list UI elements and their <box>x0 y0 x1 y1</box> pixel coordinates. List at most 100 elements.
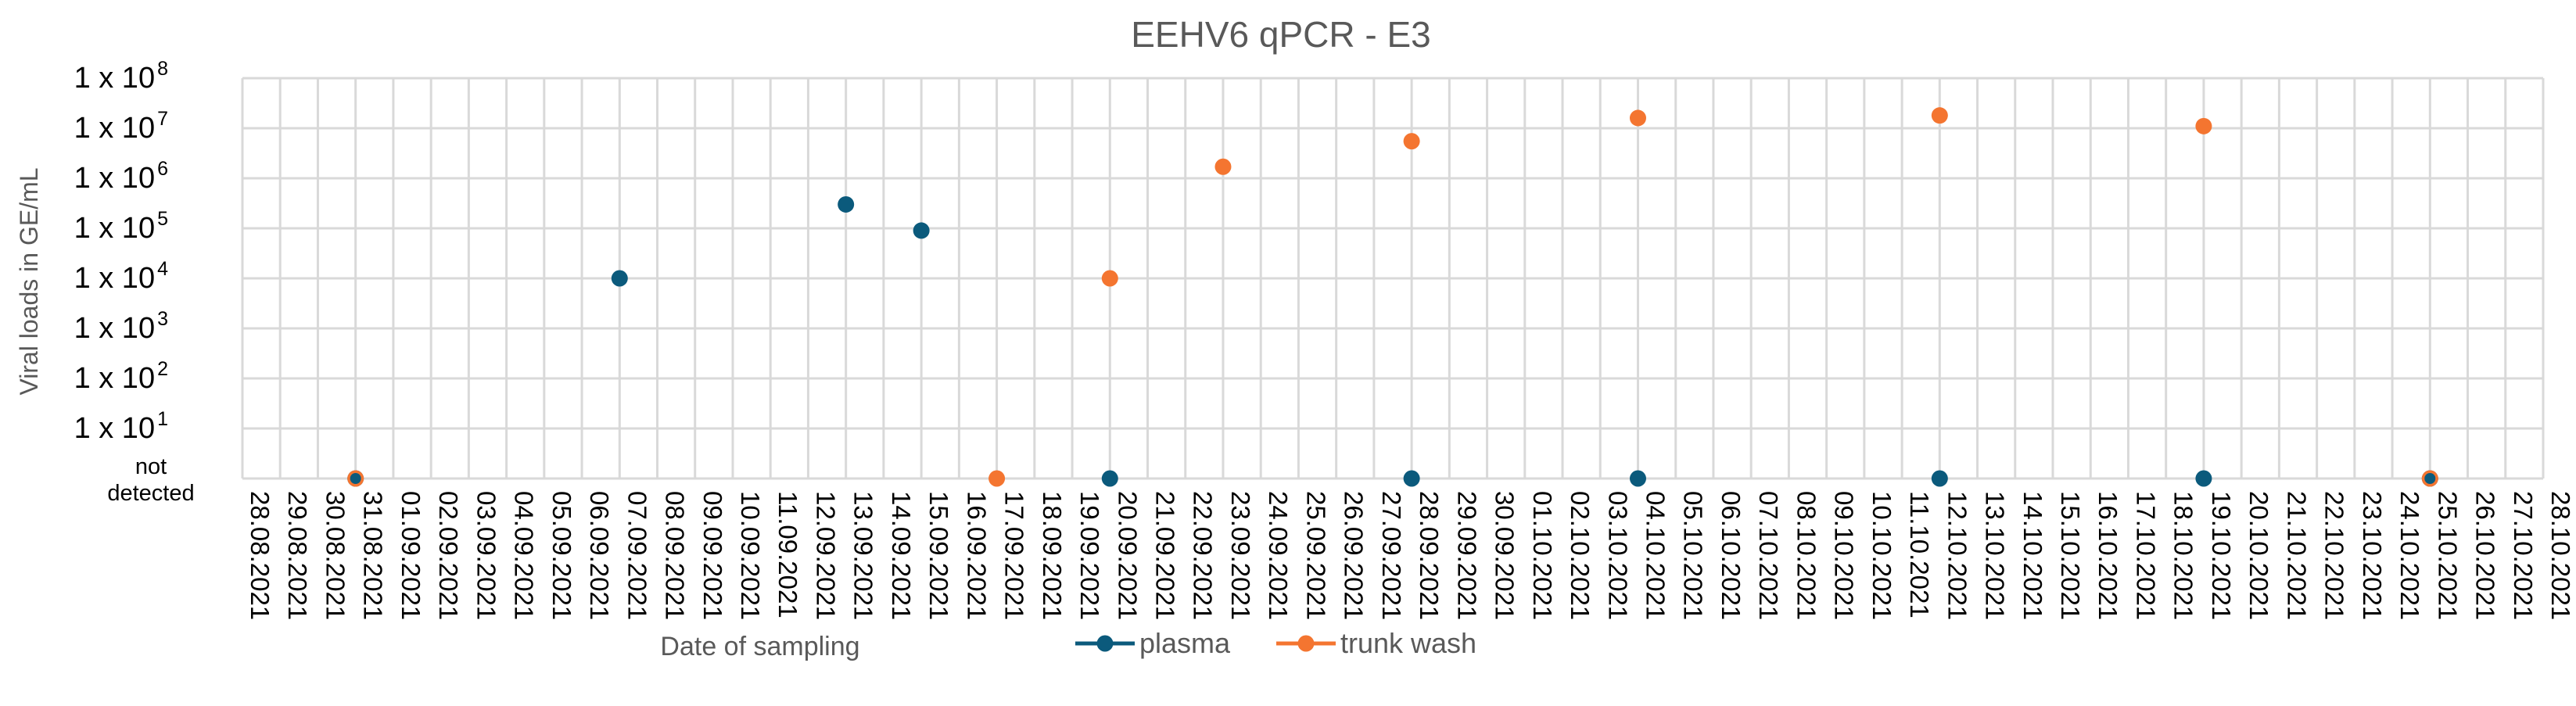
x-axis-label: Date of sampling <box>660 632 859 661</box>
not-detected-label: detected <box>107 481 194 506</box>
x-tick-label: 28.09.2021 <box>1415 491 1444 620</box>
x-tick-label: 17.09.2021 <box>1000 491 1029 620</box>
plasma-point <box>1403 470 1420 487</box>
x-tick-label: 11.09.2021 <box>773 491 802 618</box>
x-tick-label: 29.08.2021 <box>283 491 312 620</box>
x-tick-label: 12.09.2021 <box>811 491 840 620</box>
y-tick-label: 1 x 10 1 <box>74 408 168 445</box>
x-tick-label: 17.10.2021 <box>2131 491 2160 620</box>
x-tick-label: 22.09.2021 <box>1189 491 1218 620</box>
x-tick-label: 30.09.2021 <box>1491 491 1519 620</box>
trunk-wash-point <box>1629 109 1646 127</box>
y-tick-label: 1 x 10 3 <box>74 308 168 345</box>
grid-layer <box>241 77 2545 480</box>
x-tick-label: 26.10.2021 <box>2471 491 2500 620</box>
y-axis: 1 x 10 8 1 x 10 7 1 x 10 6 1 x 10 5 1 x 10 4 1 x 1… <box>74 58 195 506</box>
x-tick-label: 08.10.2021 <box>1792 491 1821 620</box>
x-tick-label: 21.10.2021 <box>2282 491 2311 620</box>
x-tick-label: 28.08.2021 <box>246 491 274 620</box>
trunk-wash-point <box>1403 133 1420 150</box>
trunk-wash-point <box>1214 158 1232 175</box>
trunk-wash-point <box>1101 270 1118 287</box>
x-tick-label: 04.09.2021 <box>510 491 539 620</box>
plasma-point <box>2195 470 2212 487</box>
x-tick-label: 19.09.2021 <box>1075 491 1104 620</box>
x-tick-label: 27.09.2021 <box>1377 491 1406 620</box>
x-tick-label: 13.09.2021 <box>849 491 878 620</box>
x-tick-label: 15.09.2021 <box>924 491 953 620</box>
plasma-point <box>611 270 628 287</box>
x-tick-label: 10.09.2021 <box>736 491 765 620</box>
legend-marker <box>1297 635 1315 652</box>
y-tick-label: 1 x 10 2 <box>74 358 168 395</box>
x-tick-label: 23.09.2021 <box>1226 491 1255 620</box>
x-tick-label: 24.10.2021 <box>2395 491 2424 620</box>
not-detected-label: not <box>135 454 167 479</box>
plasma-point <box>838 195 855 213</box>
plasma-point <box>913 222 930 239</box>
x-tick-label: 02.10.2021 <box>1566 491 1595 620</box>
x-tick-label: 25.09.2021 <box>1301 491 1330 620</box>
x-tick-label: 27.10.2021 <box>2509 491 2538 620</box>
x-tick-label: 28.10.2021 <box>2546 491 2575 620</box>
y-tick-label: 1 x 10 4 <box>74 258 169 295</box>
legend-label: plasma <box>1139 627 1231 659</box>
x-tick-label: 31.08.2021 <box>359 491 388 620</box>
chart-title: EEHV6 qPCR - E3 <box>1131 14 1430 55</box>
plasma-point <box>1101 470 1118 487</box>
x-tick-label: 09.09.2021 <box>698 491 727 620</box>
trunk-wash-point <box>1931 107 1948 124</box>
plasma-point-overlap <box>350 473 361 484</box>
y-tick-label: 1 x 10 7 <box>74 108 168 145</box>
x-tick-label: 11.10.2021 <box>1905 491 1934 618</box>
x-tick-label: 26.09.2021 <box>1340 491 1369 620</box>
x-tick-label: 10.10.2021 <box>1867 491 1896 620</box>
y-axis-label: Viral loads in GE/mL <box>15 167 43 395</box>
x-tick-label: 02.09.2021 <box>434 491 463 620</box>
y-tick-label: 1 x 10 6 <box>74 158 168 195</box>
x-tick-label: 18.09.2021 <box>1038 491 1067 620</box>
x-tick-label: 20.09.2021 <box>1113 491 1142 620</box>
x-tick-label: 13.10.2021 <box>1981 491 2010 620</box>
x-tick-label: 12.10.2021 <box>1943 491 1971 620</box>
x-tick-label: 14.09.2021 <box>887 491 916 620</box>
plasma-point <box>1629 470 1646 487</box>
x-tick-label: 06.10.2021 <box>1717 491 1745 620</box>
x-tick-label: 01.09.2021 <box>396 491 425 620</box>
x-tick-label: 16.10.2021 <box>2093 491 2122 620</box>
legend: plasma trunk wash <box>1075 627 1476 659</box>
x-tick-label: 08.09.2021 <box>661 491 690 620</box>
trunk-wash-point <box>2195 117 2212 134</box>
x-tick-label: 05.10.2021 <box>1679 491 1708 620</box>
x-tick-label: 19.10.2021 <box>2207 491 2236 620</box>
x-tick-label: 29.09.2021 <box>1452 491 1481 620</box>
x-tick-label: 03.09.2021 <box>472 491 500 620</box>
x-tick-label: 01.10.2021 <box>1528 491 1557 620</box>
x-tick-label: 14.10.2021 <box>2018 491 2047 620</box>
legend-label: trunk wash <box>1340 627 1476 659</box>
x-axis: 28.08.2021 29.08.2021 30.08.2021 31.08.2021… <box>246 491 2575 620</box>
data-points <box>347 107 2438 487</box>
x-tick-label: 06.09.2021 <box>585 491 614 620</box>
x-tick-label: 20.10.2021 <box>2244 491 2273 620</box>
x-tick-label: 30.08.2021 <box>321 491 350 620</box>
y-tick-label: 1 x 10 5 <box>74 208 168 245</box>
legend-marker <box>1096 635 1114 652</box>
x-tick-label: 25.10.2021 <box>2433 491 2462 620</box>
plasma-point <box>1931 470 1948 487</box>
x-tick-label: 22.10.2021 <box>2320 491 2349 620</box>
x-tick-label: 03.10.2021 <box>1603 491 1632 620</box>
x-tick-label: 16.09.2021 <box>962 491 991 620</box>
x-tick-label: 07.09.2021 <box>622 491 651 620</box>
x-tick-label: 05.09.2021 <box>547 491 576 620</box>
x-tick-label: 07.10.2021 <box>1754 491 1783 620</box>
plasma-point-overlap <box>2424 473 2436 484</box>
trunk-wash-point <box>988 470 1006 487</box>
x-tick-label: 23.10.2021 <box>2358 491 2387 620</box>
x-tick-label: 09.10.2021 <box>1830 491 1859 620</box>
x-tick-label: 24.09.2021 <box>1264 491 1293 620</box>
y-tick-label: 1 x 10 8 <box>74 58 168 95</box>
x-tick-label: 15.10.2021 <box>2056 491 2085 620</box>
